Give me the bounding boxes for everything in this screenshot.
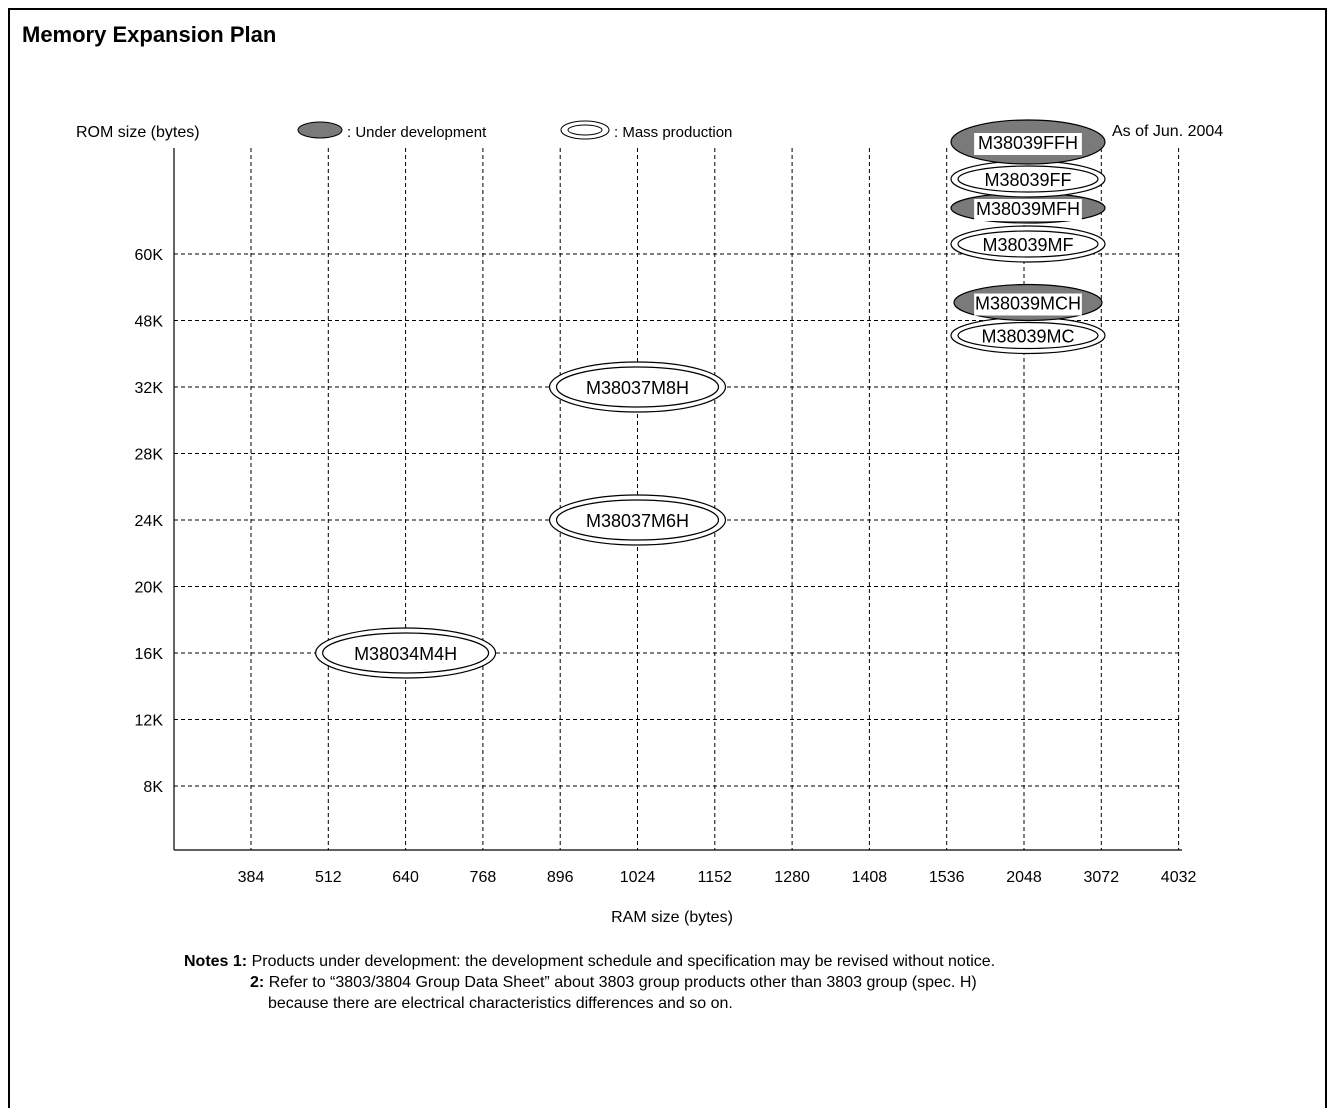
product-marker-inner-m38037m8h <box>555 366 720 408</box>
note-1-label: Notes 1: <box>184 953 248 970</box>
product-m38039ffh: M38039FFH <box>950 119 1106 165</box>
x-tick-label-2048: 2048 <box>1006 869 1042 886</box>
product-label-m38039mc: M38039MC <box>981 327 1074 347</box>
product-m38037m6h: M38037M6H <box>548 494 727 546</box>
axis-layer: 384 512 640 768 896 1024 1152 1280 1408 1536 2048 3… <box>76 124 1196 926</box>
product-label-m38039mch: M38039MCH <box>975 294 1081 314</box>
y-axis-title: ROM size (bytes) <box>76 124 200 141</box>
note-2-label: 2: <box>250 974 265 991</box>
y-tick-label-32k: 32K <box>135 380 164 397</box>
product-m38039mfh: M38039MFH <box>950 192 1106 224</box>
y-tick-label-60k: 60K <box>135 247 164 264</box>
x-tick-label-1280: 1280 <box>774 869 810 886</box>
product-label-m38037m6h: M38037M6H <box>586 511 689 531</box>
product-m38037m8h: M38037M8H <box>548 361 727 413</box>
legend-under-development-marker <box>297 121 343 139</box>
product-marker-inner-m38037m6h <box>555 499 720 541</box>
note-2-continued: because there are electrical characteris… <box>184 993 995 1014</box>
x-tick-label-1536: 1536 <box>929 869 965 886</box>
y-tick-label-8k: 8K <box>143 779 163 796</box>
x-tick-label-1024: 1024 <box>620 869 656 886</box>
product-m38039mch: M38039MCH <box>953 283 1103 322</box>
legend-under-development-label: : Under development <box>347 124 487 141</box>
y-tick-label-48k: 48K <box>135 314 164 331</box>
product-label-m38037m8h: M38037M8H <box>586 378 689 398</box>
points-layer: M38034M4H M38037M6H M38037M8H M38039MC M3803… <box>315 119 1106 679</box>
note-2: 2: Refer to “3803/3804 Group Data Sheet”… <box>184 972 995 993</box>
product-label-bg-m38039ffh <box>974 133 1082 155</box>
x-tick-label-512: 512 <box>315 869 342 886</box>
y-tick-label-24k: 24K <box>135 513 164 530</box>
product-marker-inner-m38039mc <box>957 321 1099 350</box>
x-tick-label-1152: 1152 <box>698 869 733 886</box>
product-label-m38039mf: M38039MF <box>982 235 1073 255</box>
product-marker-inner-m38039ff <box>957 165 1099 193</box>
product-marker-inner-m38034m4h <box>322 632 490 674</box>
grid-layer <box>174 148 1182 850</box>
x-tick-label-384: 384 <box>238 869 265 886</box>
product-m38039mc: M38039MC <box>950 316 1106 355</box>
product-marker-inner-m38039mf <box>957 230 1099 258</box>
note-2-text-line1: Refer to “3803/3804 Group Data Sheet” ab… <box>268 974 977 991</box>
legend-mass-production-inner <box>567 124 603 136</box>
y-tick-label-12k: 12K <box>135 713 164 730</box>
x-tick-label-768: 768 <box>470 869 497 886</box>
x-tick-label-4032: 4032 <box>1161 869 1197 886</box>
y-tick-label-28k: 28K <box>135 447 164 464</box>
note-2-text-line2: because there are electrical characteris… <box>268 995 733 1012</box>
page-frame <box>8 8 1327 1108</box>
x-tick-label-1408: 1408 <box>852 869 888 886</box>
legend-mass-production-label: : Mass production <box>614 124 732 141</box>
product-label-bg-m38039mfh <box>974 199 1082 221</box>
x-tick-label-640: 640 <box>392 869 419 886</box>
product-label-bg-m38039mch <box>974 293 1082 316</box>
product-m38039mf: M38039MF <box>950 225 1106 263</box>
x-tick-label-896: 896 <box>547 869 574 886</box>
page-title: Memory Expansion Plan <box>22 22 277 47</box>
legend-layer: : Under development : Mass production <box>297 120 732 141</box>
product-label-m38039mfh: M38039MFH <box>976 199 1080 219</box>
product-label-m38039ff: M38039FF <box>984 170 1071 190</box>
y-tick-label-16k: 16K <box>135 646 164 663</box>
product-label-m38039ffh: M38039FFH <box>978 133 1078 153</box>
product-label-m38034m4h: M38034M4H <box>354 644 457 664</box>
as-of-date: As of Jun. 2004 <box>1112 123 1223 140</box>
x-tick-label-3072: 3072 <box>1084 869 1120 886</box>
note-1: Notes 1: Products under development: the… <box>184 951 995 972</box>
note-1-text: Products under development: the developm… <box>251 953 996 970</box>
x-axis-title: RAM size (bytes) <box>611 909 733 926</box>
y-tick-label-20k: 20K <box>135 580 164 597</box>
notes: Notes 1: Products under development: the… <box>184 951 995 1014</box>
product-m38034m4h: M38034M4H <box>315 627 497 679</box>
product-m38039ff: M38039FF <box>950 160 1106 198</box>
